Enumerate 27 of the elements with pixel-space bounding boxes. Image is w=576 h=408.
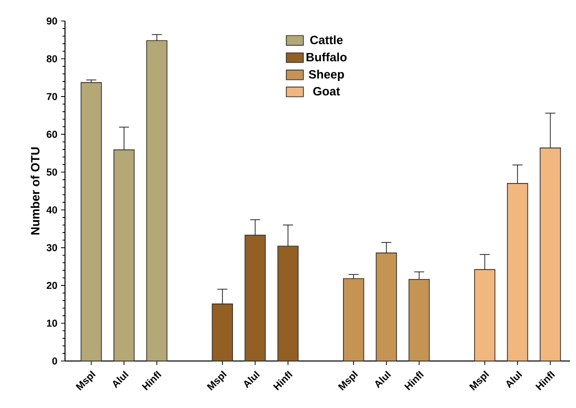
y-tick-label: 20 [46, 282, 58, 289]
legend-label: Goat [313, 86, 340, 96]
bar [376, 252, 397, 362]
bar [212, 304, 233, 362]
bar [113, 149, 135, 362]
bar [244, 234, 266, 362]
bar [80, 82, 102, 362]
legend-label: Sheep [308, 70, 344, 81]
y-tick-label: 40 [46, 206, 58, 214]
legend-label: Cattle [310, 35, 343, 44]
y-tick-label: 90 [46, 17, 58, 25]
bar [343, 278, 364, 362]
y-tick-label: 80 [46, 55, 58, 62]
y-tick-label: 0 [52, 357, 58, 365]
legend-label: Buffalo [306, 52, 347, 62]
bar [540, 148, 561, 362]
bar [277, 246, 299, 362]
y-tick-label: 70 [46, 93, 58, 100]
y-tick-label: 10 [46, 320, 58, 327]
bar [506, 183, 528, 362]
y-tick-label: 30 [46, 244, 58, 252]
y-tick-label: 50 [46, 168, 58, 176]
bar [408, 279, 430, 362]
y-axis-title: Number of OTU [30, 147, 40, 235]
bar [474, 269, 496, 362]
bar [146, 40, 168, 362]
y-tick-label: 60 [46, 130, 58, 138]
